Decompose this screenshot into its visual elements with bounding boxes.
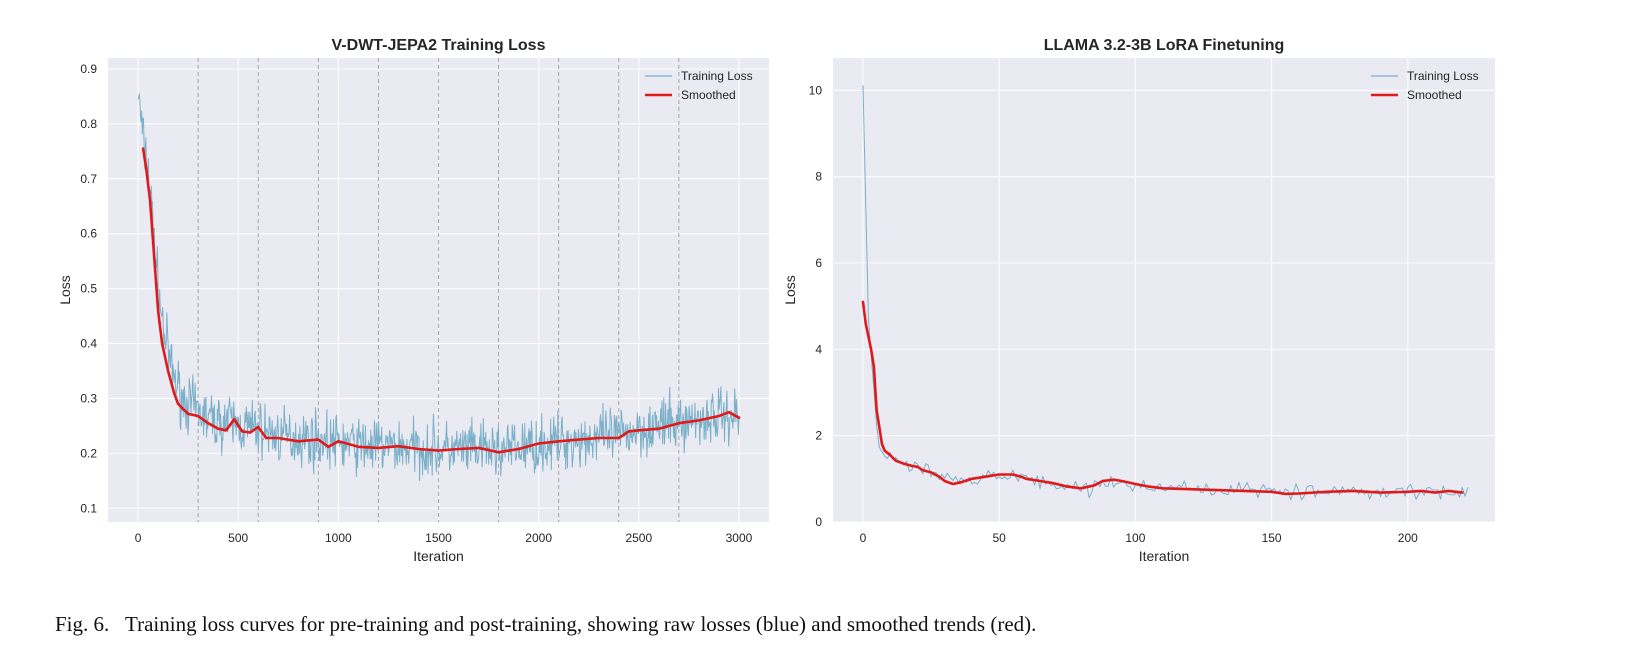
y-tick-label: 6 [815, 256, 822, 270]
y-tick-label: 2 [815, 429, 822, 443]
x-tick-label: 2000 [525, 531, 552, 545]
y-tick-label: 0.2 [80, 446, 97, 460]
y-tick-label: 0.5 [80, 282, 97, 296]
chart-2: 0 50 100 150 200 0 2 4 6 8 10 LLAMA 3.2-3B LoRA Fin… [782, 37, 1495, 564]
x-tick-label: 500 [228, 531, 248, 545]
y-axis-label: Loss [57, 275, 73, 305]
x-tick-label: 0 [860, 531, 867, 545]
x-tick-label: 1000 [325, 531, 352, 545]
y-axis-label: Loss [782, 275, 798, 305]
x-tick-label: 150 [1262, 531, 1282, 545]
legend-label: Training Loss [1407, 69, 1479, 83]
x-tick-label: 3000 [726, 531, 753, 545]
x-tick-label: 2500 [625, 531, 652, 545]
legend-label: Smoothed [1407, 88, 1462, 102]
plot-area [833, 58, 1495, 522]
chart-1: 0 500 1000 1500 2000 2500 3000 0.1 0.2 0.3 0.4 0.5 0… [57, 37, 769, 564]
x-tick-label: 100 [1125, 531, 1145, 545]
legend-label: Training Loss [681, 69, 753, 83]
x-tick-label: 1500 [425, 531, 452, 545]
y-tick-label: 0.4 [80, 337, 97, 351]
y-tick-label: 0.1 [80, 501, 97, 515]
y-tick-label: 10 [809, 83, 823, 97]
y-tick-label: 0.6 [80, 227, 97, 241]
y-tick-label: 8 [815, 170, 822, 184]
figure-caption: Fig. 6. Training loss curves for pre-tra… [55, 612, 1036, 637]
caption-text: Training loss curves for pre-training an… [125, 612, 1037, 636]
y-tick-label: 4 [815, 342, 822, 356]
chart-title: LLAMA 3.2-3B LoRA Finetuning [1044, 37, 1285, 54]
y-tick-label: 0.9 [80, 62, 97, 76]
x-tick-label: 50 [993, 531, 1007, 545]
x-tick-label: 0 [135, 531, 142, 545]
y-tick-label: 0.8 [80, 117, 97, 131]
x-axis-label: Iteration [413, 548, 464, 564]
legend-label: Smoothed [681, 88, 736, 102]
x-tick-label: 200 [1398, 531, 1418, 545]
y-tick-label: 0.7 [80, 172, 97, 186]
figure: 0 500 1000 1500 2000 2500 30000.10.20.30.40.50… [57, 37, 1495, 564]
y-tick-label: 0 [815, 515, 822, 529]
series-line-training-loss [862, 85, 1469, 501]
x-axis-label: Iteration [1139, 548, 1190, 564]
series-line-smoothed [141, 147, 741, 454]
caption-label: Fig. 6. [55, 612, 110, 636]
series-line-smoothed [861, 300, 1464, 496]
y-tick-label: 0.3 [80, 391, 97, 405]
chart-title: V-DWT-JEPA2 Training Loss [332, 37, 546, 54]
series-line-training-loss [137, 93, 740, 481]
